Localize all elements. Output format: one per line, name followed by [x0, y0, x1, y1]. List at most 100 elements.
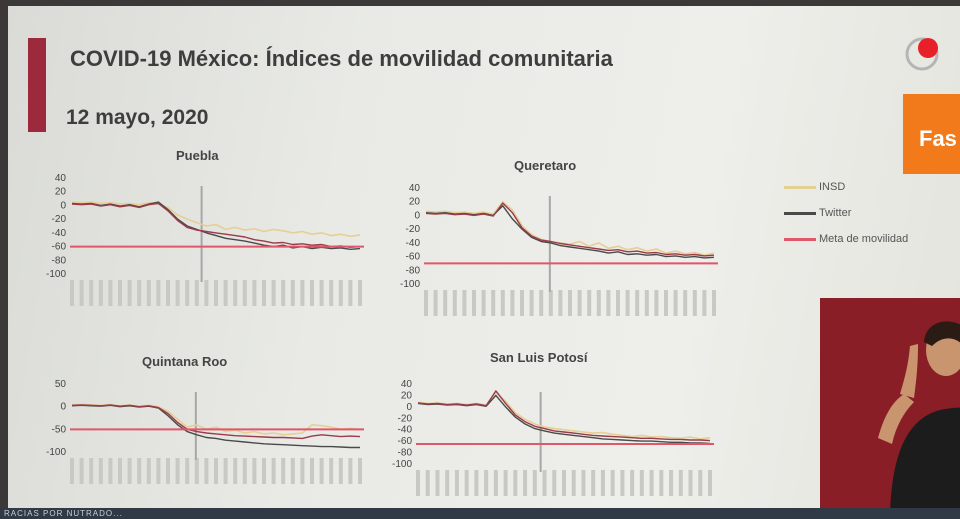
x-tick-label — [464, 470, 469, 496]
x-tick-label — [146, 458, 151, 484]
x-tick-label — [692, 290, 697, 316]
x-tick-label — [70, 458, 74, 484]
x-tick-label — [625, 290, 630, 316]
legend-item-insd: INSD — [784, 174, 954, 200]
x-tick-label — [98, 458, 103, 484]
legend-label: Twitter — [819, 207, 852, 219]
x-tick-label — [558, 290, 563, 316]
x-tick-label — [127, 280, 132, 306]
x-tick-label — [118, 458, 122, 484]
x-tick-label — [338, 280, 343, 306]
logo-icon — [905, 37, 939, 71]
x-tick-label — [474, 470, 479, 496]
y-tick-label: -100 — [46, 269, 66, 280]
x-tick-label — [252, 458, 257, 484]
x-tick-label — [581, 470, 586, 496]
x-tick-label — [433, 290, 438, 316]
y-tick-label: -80 — [52, 255, 67, 266]
x-tick-label — [233, 280, 238, 306]
x-tick-label — [664, 290, 668, 316]
x-tick-label — [606, 290, 611, 316]
x-tick-label — [500, 290, 505, 316]
x-tick-label — [348, 280, 353, 306]
x-tick-label — [620, 470, 625, 496]
sign-language-interpreter — [820, 298, 960, 510]
x-tick-label — [98, 280, 103, 306]
x-tick-label — [630, 470, 635, 496]
x-tick-label — [252, 280, 257, 306]
x-tick-label — [591, 470, 596, 496]
y-tick-label: 20 — [401, 390, 413, 401]
y-tick-label: -20 — [406, 224, 421, 235]
x-tick-label — [204, 458, 209, 484]
x-tick-label — [108, 458, 113, 484]
y-tick-label: 40 — [401, 379, 413, 390]
x-tick-label — [156, 458, 161, 484]
y-tick-label: 20 — [409, 197, 421, 208]
y-tick-label: -100 — [400, 279, 420, 290]
y-tick-label: -60 — [406, 252, 421, 263]
series-line — [71, 201, 361, 251]
x-tick-label — [281, 280, 286, 306]
x-tick-label — [329, 280, 334, 306]
x-tick-label — [79, 458, 84, 484]
x-tick-label — [271, 458, 276, 484]
x-tick-label — [659, 470, 664, 496]
x-tick-label — [310, 458, 314, 484]
x-tick-label — [223, 458, 228, 484]
chart-legend: INSD Twitter Meta de movilidad — [784, 174, 954, 252]
accent-bar — [28, 38, 46, 132]
x-tick-label — [137, 458, 142, 484]
x-tick-label — [310, 280, 314, 306]
x-tick-label — [416, 470, 420, 496]
x-tick-label — [358, 458, 362, 484]
x-tick-label — [271, 280, 276, 306]
legend-item-twitter: Twitter — [784, 200, 954, 226]
x-tick-label — [70, 280, 74, 306]
x-tick-label — [639, 470, 644, 496]
x-tick-label — [108, 280, 113, 306]
y-tick-label: 0 — [406, 402, 412, 413]
x-tick-label — [338, 458, 343, 484]
y-tick-label: -100 — [392, 459, 412, 470]
x-tick-label — [214, 280, 218, 306]
x-tick-label — [683, 290, 688, 316]
x-tick-label — [513, 470, 518, 496]
x-tick-label — [214, 458, 218, 484]
report-date: 12 mayo, 2020 — [66, 106, 209, 129]
x-tick-label — [185, 458, 190, 484]
series-line — [71, 404, 361, 440]
x-tick-label — [204, 280, 209, 306]
news-ticker: RACIAS POR NUTRADO... — [0, 508, 960, 519]
x-tick-label — [185, 280, 190, 306]
legend-item-meta: Meta de movilidad — [784, 226, 954, 252]
y-tick-label: -80 — [398, 448, 413, 459]
x-tick-label — [242, 280, 247, 306]
x-tick-label — [319, 280, 324, 306]
x-tick-label — [698, 470, 703, 496]
y-tick-label: -40 — [406, 238, 421, 249]
x-tick-label — [529, 290, 534, 316]
x-tick-label — [587, 290, 592, 316]
x-tick-label — [644, 290, 649, 316]
x-tick-label — [669, 470, 674, 496]
chart-plot: 50 0 -50 -100 — [46, 379, 364, 484]
x-tick-label — [89, 280, 94, 306]
x-tick-label — [156, 280, 161, 306]
chart-title: Quintana Roo — [142, 354, 228, 369]
series-line — [417, 390, 711, 442]
y-tick-label: 0 — [60, 200, 66, 211]
y-tick-label: 0 — [414, 210, 420, 221]
x-tick-label — [175, 458, 180, 484]
x-tick-label — [542, 470, 547, 496]
page-title: COVID-19 México: Índices de movilidad co… — [70, 46, 613, 71]
x-tick-label — [462, 290, 467, 316]
series-line — [71, 201, 361, 238]
x-tick-label — [532, 470, 537, 496]
x-tick-label — [166, 458, 170, 484]
x-tick-label — [481, 290, 486, 316]
x-tick-label — [443, 290, 448, 316]
